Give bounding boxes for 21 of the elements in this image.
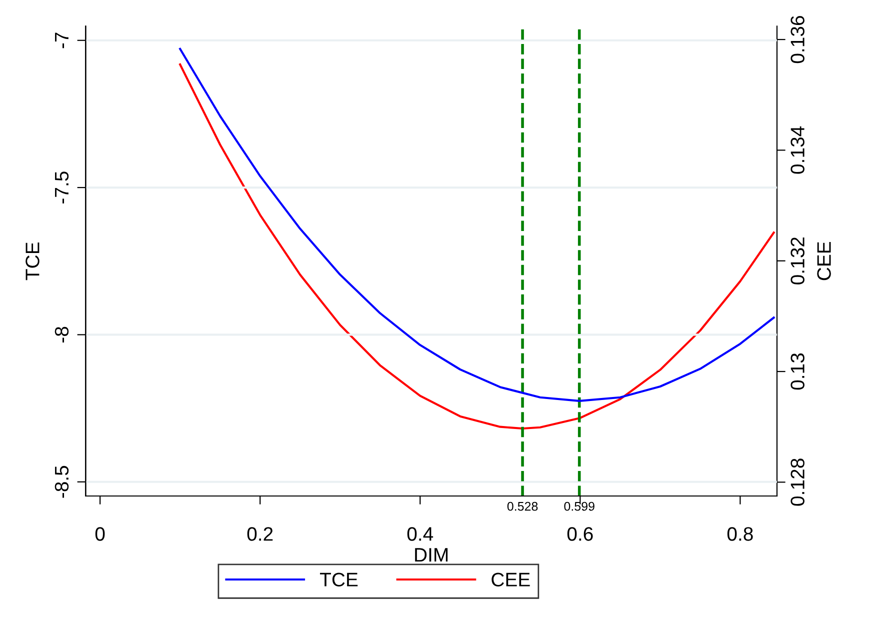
x-tick-label: 0 — [95, 527, 105, 541]
ref-line-label: 0.599 — [564, 502, 594, 511]
y-tick-label: -7 — [55, 32, 68, 48]
x-tick-label: 0.6 — [567, 527, 593, 541]
y-tick-label: -7.5 — [55, 172, 69, 204]
x-tick-label: 0.2 — [247, 527, 273, 541]
ref-line-label: 0.528 — [507, 502, 538, 511]
x-tick-label: 0.8 — [727, 527, 753, 541]
legend-label: TCE — [320, 572, 358, 587]
y-tick-label: -8 — [54, 326, 69, 342]
y2-tick-label: 0.128 — [790, 458, 804, 506]
y2-axis-title: CEE — [817, 242, 831, 280]
legend-label: CEE — [492, 572, 530, 587]
y2-tick-label: 0.134 — [790, 126, 804, 174]
x-axis-title: DIM — [415, 548, 448, 562]
x-tick-label: 0.4 — [407, 527, 434, 541]
y2-tick-label: 0.132 — [790, 237, 804, 284]
y2-tick-label: 0.13 — [790, 353, 804, 390]
y-axis-title: TCE — [26, 242, 40, 280]
y-tick-label: -8.5 — [54, 466, 69, 498]
y2-tick-label: 0.136 — [790, 16, 804, 64]
